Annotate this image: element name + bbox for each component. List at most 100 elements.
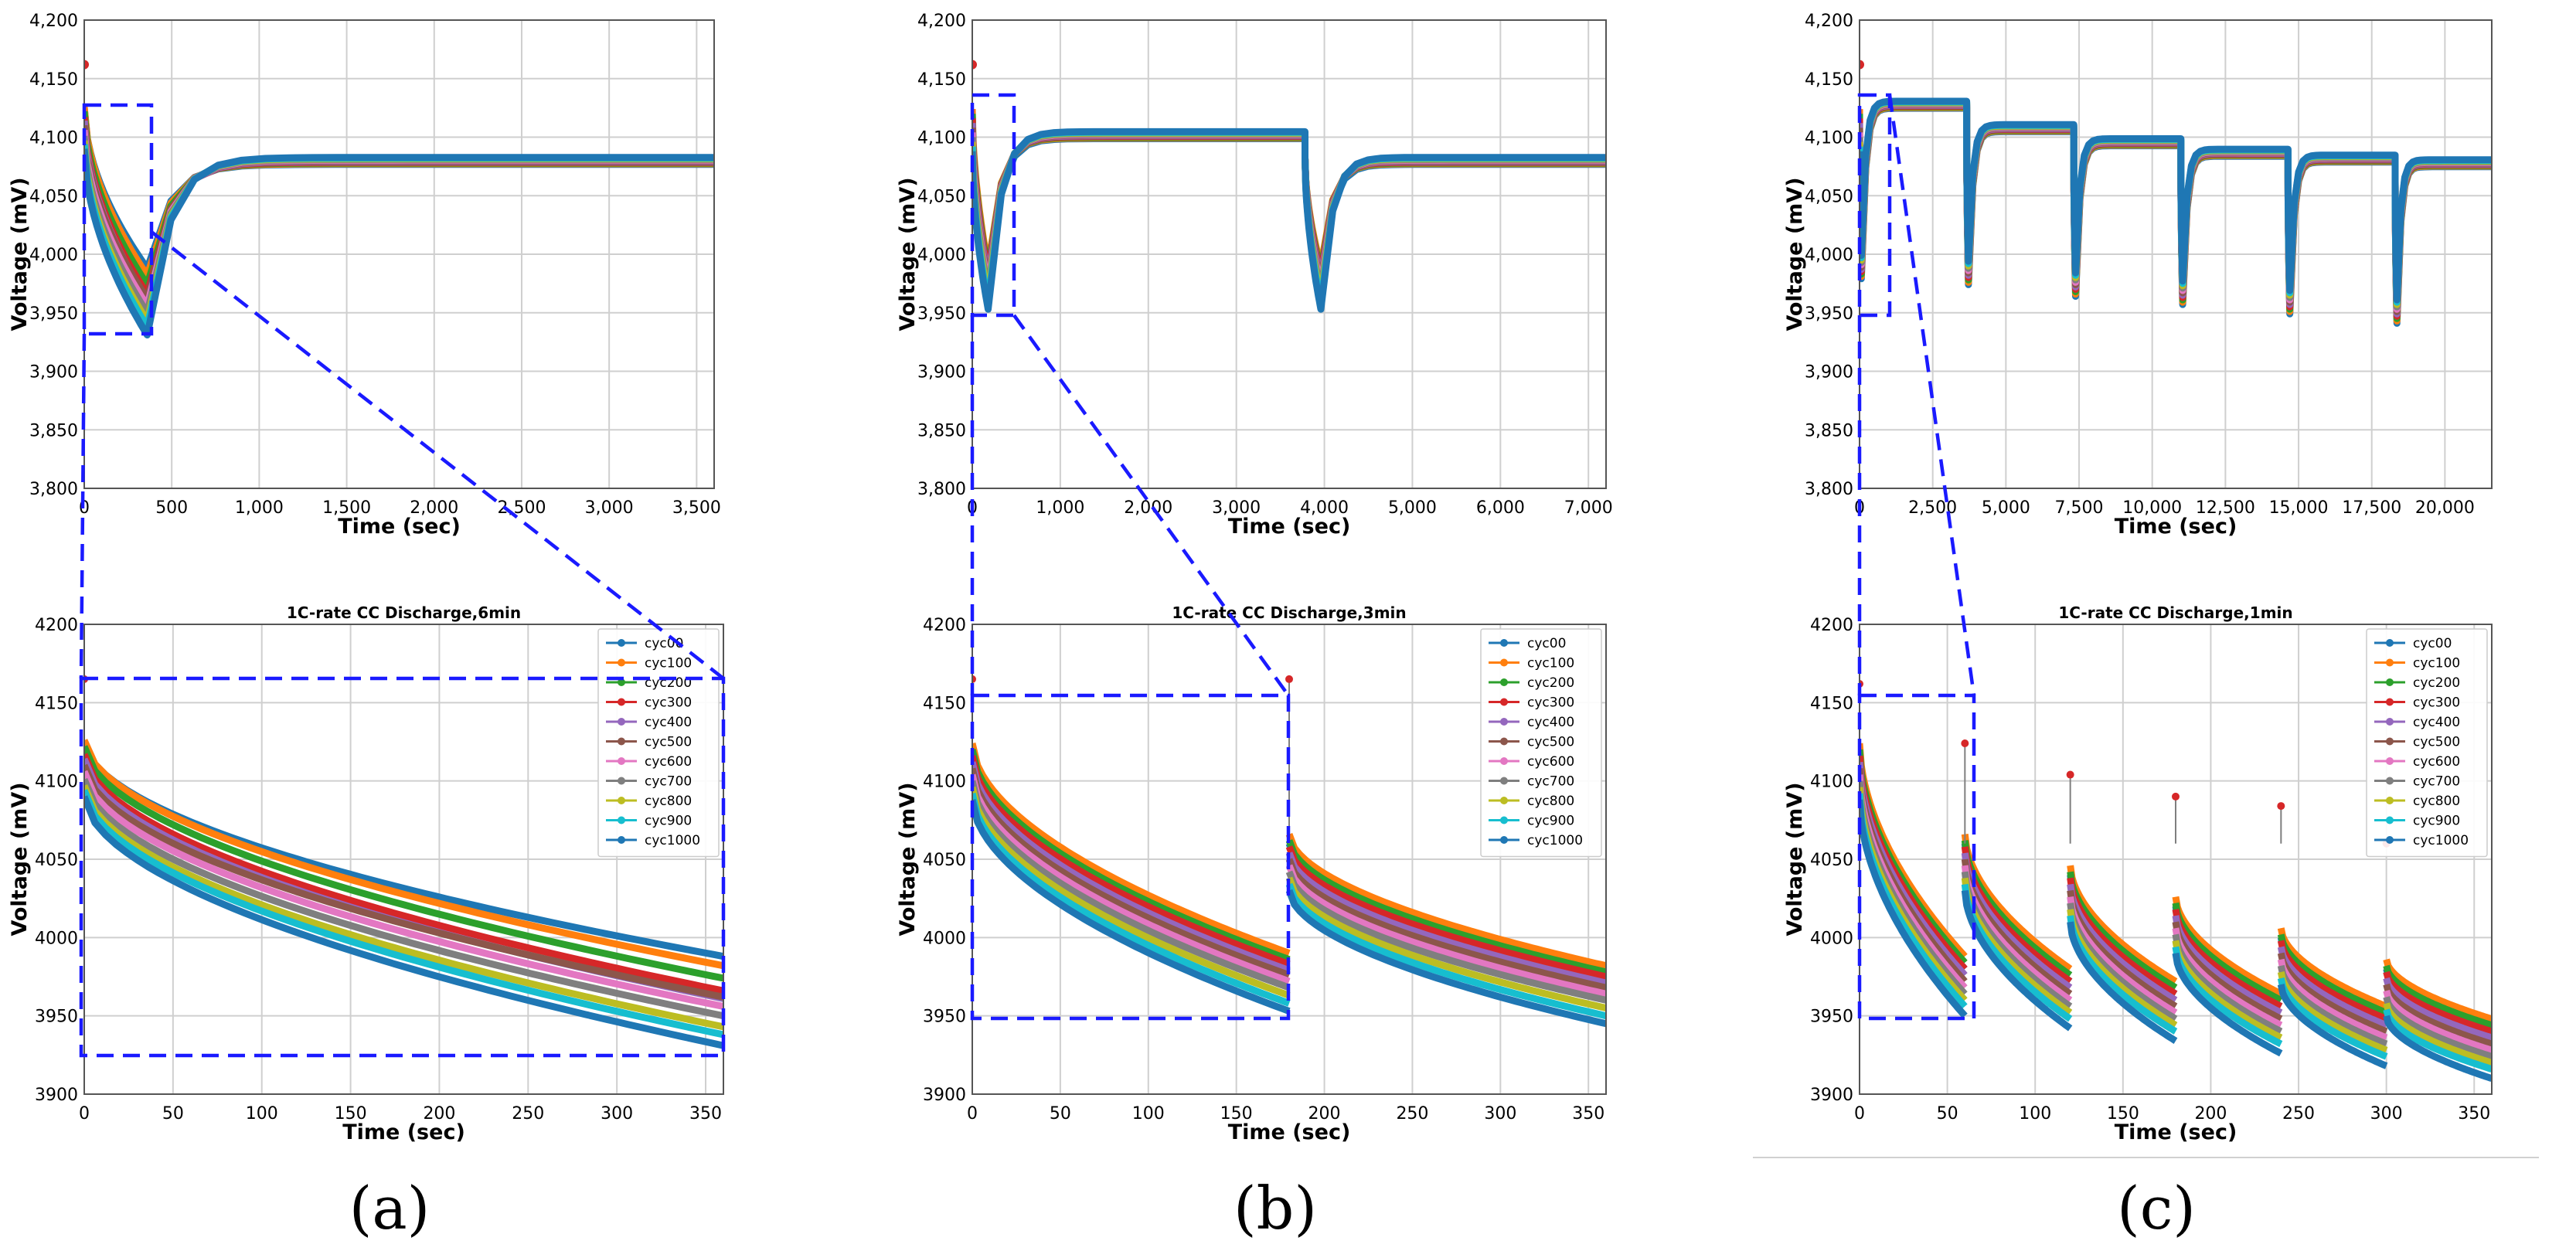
b-bottom-ytick-label-3: 4050	[923, 851, 966, 870]
c-bottom-xlabel: Time (sec)	[2115, 1120, 2237, 1144]
c-bottom-legend-marker-2	[2386, 678, 2394, 686]
panel-label-b: (b)	[1234, 1174, 1317, 1243]
c-bottom-legend-label-8: cyc800	[2413, 794, 2460, 809]
b-top-ytick-label-2: 3,900	[917, 363, 966, 382]
b-bottom-legend-label-1: cyc100	[1527, 656, 1574, 671]
b-bottom-xtick-label-2: 100	[1132, 1104, 1165, 1124]
b-bottom-legend-marker-7	[1500, 777, 1508, 785]
c-bottom-ytick-label-3: 4050	[1810, 851, 1853, 870]
c-top-ytick-label-3: 3,950	[1805, 304, 1853, 324]
b-bottom-ytick-label-2: 4000	[923, 929, 966, 948]
b-bottom-spike-marker-1	[1285, 675, 1293, 683]
a-top-ytick-label-0: 3,800	[29, 480, 78, 499]
b-bottom-ylabel: Voltage (mV)	[896, 782, 920, 936]
c-bottom-legend-marker-3	[2386, 698, 2394, 706]
b-top-ytick-label-3: 3,950	[917, 304, 966, 324]
b-bottom-series-layer	[972, 675, 1606, 1028]
b-top-xtick-label-4: 4,000	[1300, 498, 1349, 518]
a-top-frame	[83, 19, 715, 489]
b-bottom-xtick-label-1: 50	[1050, 1104, 1071, 1124]
b-top-xtick-label-6: 6,000	[1476, 498, 1525, 518]
c-top-xtick-label-7: 17,500	[2342, 498, 2401, 518]
b-bottom-legend-label-0: cyc00	[1527, 636, 1566, 651]
b-bottom-series-cyc500	[972, 767, 1606, 991]
zoom-connector-left-a	[79, 333, 87, 679]
a-bottom-xtick-label-7: 350	[689, 1104, 722, 1124]
b-bottom-series-cyc200	[972, 749, 1606, 976]
b-bottom-ytick-label-5: 4150	[923, 694, 966, 713]
a-bottom-legend-label-2: cyc200	[645, 675, 692, 691]
zoom-connector-right-c	[1887, 94, 1976, 696]
b-bottom-legend-marker-0	[1500, 639, 1508, 647]
c-bottom-xtick-label-5: 250	[2282, 1104, 2315, 1124]
c-top-xtick-label-2: 5,000	[1982, 498, 2030, 518]
c-bottom-ytick-label-4: 4100	[1810, 773, 1853, 792]
b-bottom-legend-label-9: cyc900	[1527, 814, 1574, 829]
zoom-indicators	[79, 93, 1976, 1058]
b-bottom-series-cyc100	[972, 742, 1606, 970]
zoom-box-large-b	[970, 693, 1291, 1021]
a-top-xtick-label-4: 2,000	[410, 498, 458, 518]
b-bottom-xtick-label-3: 150	[1220, 1104, 1253, 1124]
b-bottom-legend-label-10: cyc1000	[1527, 833, 1583, 848]
c-bottom-legend-marker-9	[2386, 816, 2394, 824]
c-top-ytick-label-0: 3,800	[1805, 480, 1853, 499]
zoom-box-small-c	[1857, 93, 1892, 318]
c-bottom-spike-marker-3	[2172, 792, 2180, 801]
b-bottom-legend-marker-4	[1500, 718, 1508, 726]
b-top-ytick-label-5: 4,050	[917, 187, 966, 206]
a-bottom-series-cyc500	[84, 763, 723, 1001]
a-bottom-xlabel: Time (sec)	[342, 1120, 465, 1144]
c-bottom-legend-label-1: cyc100	[2413, 656, 2460, 671]
b-bottom-legend-label-4: cyc400	[1527, 715, 1574, 730]
b-top-xtick-label-1: 1,000	[1036, 498, 1084, 518]
b-top-xtick-label-3: 3,000	[1212, 498, 1261, 518]
zoom-connector-right-a	[150, 230, 725, 680]
b-bottom-legend-label-3: cyc300	[1527, 695, 1574, 711]
a-bottom-legend-marker-2	[618, 678, 625, 686]
b-bottom-legend-label-6: cyc600	[1527, 754, 1574, 770]
a-bottom-ylabel: Voltage (mV)	[8, 782, 32, 936]
a-top-xtick-label-2: 1,000	[235, 498, 284, 518]
b-top-xtick-label-2: 2,000	[1124, 498, 1172, 518]
a-bottom-xtick-label-3: 150	[335, 1104, 367, 1124]
a-bottom-legend-marker-5	[618, 737, 625, 746]
c-top-ylabel: Voltage (mV)	[1783, 177, 1807, 331]
c-bottom-legend-marker-10	[2386, 836, 2394, 844]
c-bottom-legend-label-6: cyc600	[2413, 754, 2460, 770]
c-bottom-spike-marker-2	[2066, 770, 2074, 779]
zoom-box-small-a	[82, 103, 154, 336]
b-bottom-series-cyc400	[972, 761, 1606, 987]
a-bottom-ytick-label-6: 4200	[35, 616, 78, 635]
b-bottom-legend-label-8: cyc800	[1527, 794, 1574, 809]
c-bottom-series-layer	[1860, 680, 2492, 1083]
c-top-ytick-label-8: 4,200	[1805, 12, 1853, 31]
a-bottom-ytick-label-3: 4050	[35, 851, 78, 870]
a-top-ytick-label-5: 4,050	[29, 187, 78, 206]
a-bottom-legend-label-7: cyc700	[645, 774, 692, 790]
a-top-ytick-label-6: 4,100	[29, 129, 78, 148]
a-top-ytick-label-3: 3,950	[29, 304, 78, 324]
b-bottom-series-cyc600	[972, 773, 1606, 998]
b-bottom-ytick-label-4: 4100	[923, 773, 966, 792]
a-bottom-legend-marker-3	[618, 698, 625, 706]
a-bottom-series-cyc300	[84, 753, 723, 994]
a-top-ytick-label-8: 4,200	[29, 12, 78, 31]
a-top-xlabel: Time (sec)	[338, 515, 461, 539]
b-bottom-ytick-label-0: 3900	[923, 1086, 966, 1105]
a-top-xtick-label-6: 3,000	[585, 498, 634, 518]
b-bottom-legend-label-7: cyc700	[1527, 774, 1574, 790]
b-top-series-cyc1000	[972, 127, 1606, 313]
a-bottom-legend-marker-10	[618, 836, 625, 844]
c-bottom-title: 1C-rate CC Discharge,1min	[2058, 603, 2292, 622]
a-bottom-legend-marker-7	[618, 777, 625, 785]
b-bottom-ytick-label-1: 3950	[923, 1008, 966, 1027]
b-top-spike-marker-0	[972, 59, 977, 70]
b-top-series-layer	[972, 59, 1606, 313]
b-bottom-legend-marker-5	[1500, 737, 1508, 746]
b-bottom-title: 1C-rate CC Discharge,3min	[1172, 603, 1406, 622]
b-bottom-series-cyc300	[972, 755, 1606, 981]
c-bottom-ytick-label-5: 4150	[1810, 694, 1853, 713]
c-bottom-spike-marker-1	[1961, 739, 1969, 748]
